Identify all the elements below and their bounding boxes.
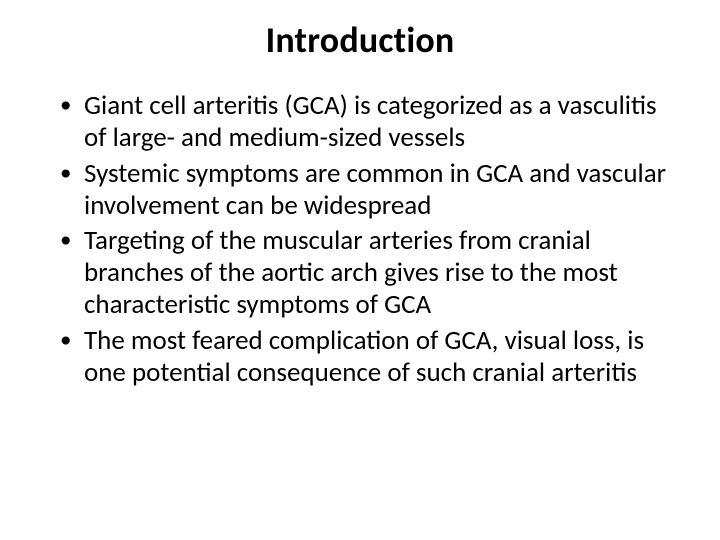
bullet-item: Systemic symptoms are common in GCA and …	[66, 158, 672, 222]
bullet-list: Giant cell arteritis (GCA) is categorize…	[40, 90, 680, 389]
bullet-item: Giant cell arteritis (GCA) is categorize…	[66, 90, 672, 154]
slide: Introduction Giant cell arteritis (GCA) …	[0, 0, 720, 540]
bullet-item: The most feared complication of GCA, vis…	[66, 325, 672, 389]
slide-title: Introduction	[40, 18, 680, 62]
bullet-item: Targeting of the muscular arteries from …	[66, 225, 672, 321]
